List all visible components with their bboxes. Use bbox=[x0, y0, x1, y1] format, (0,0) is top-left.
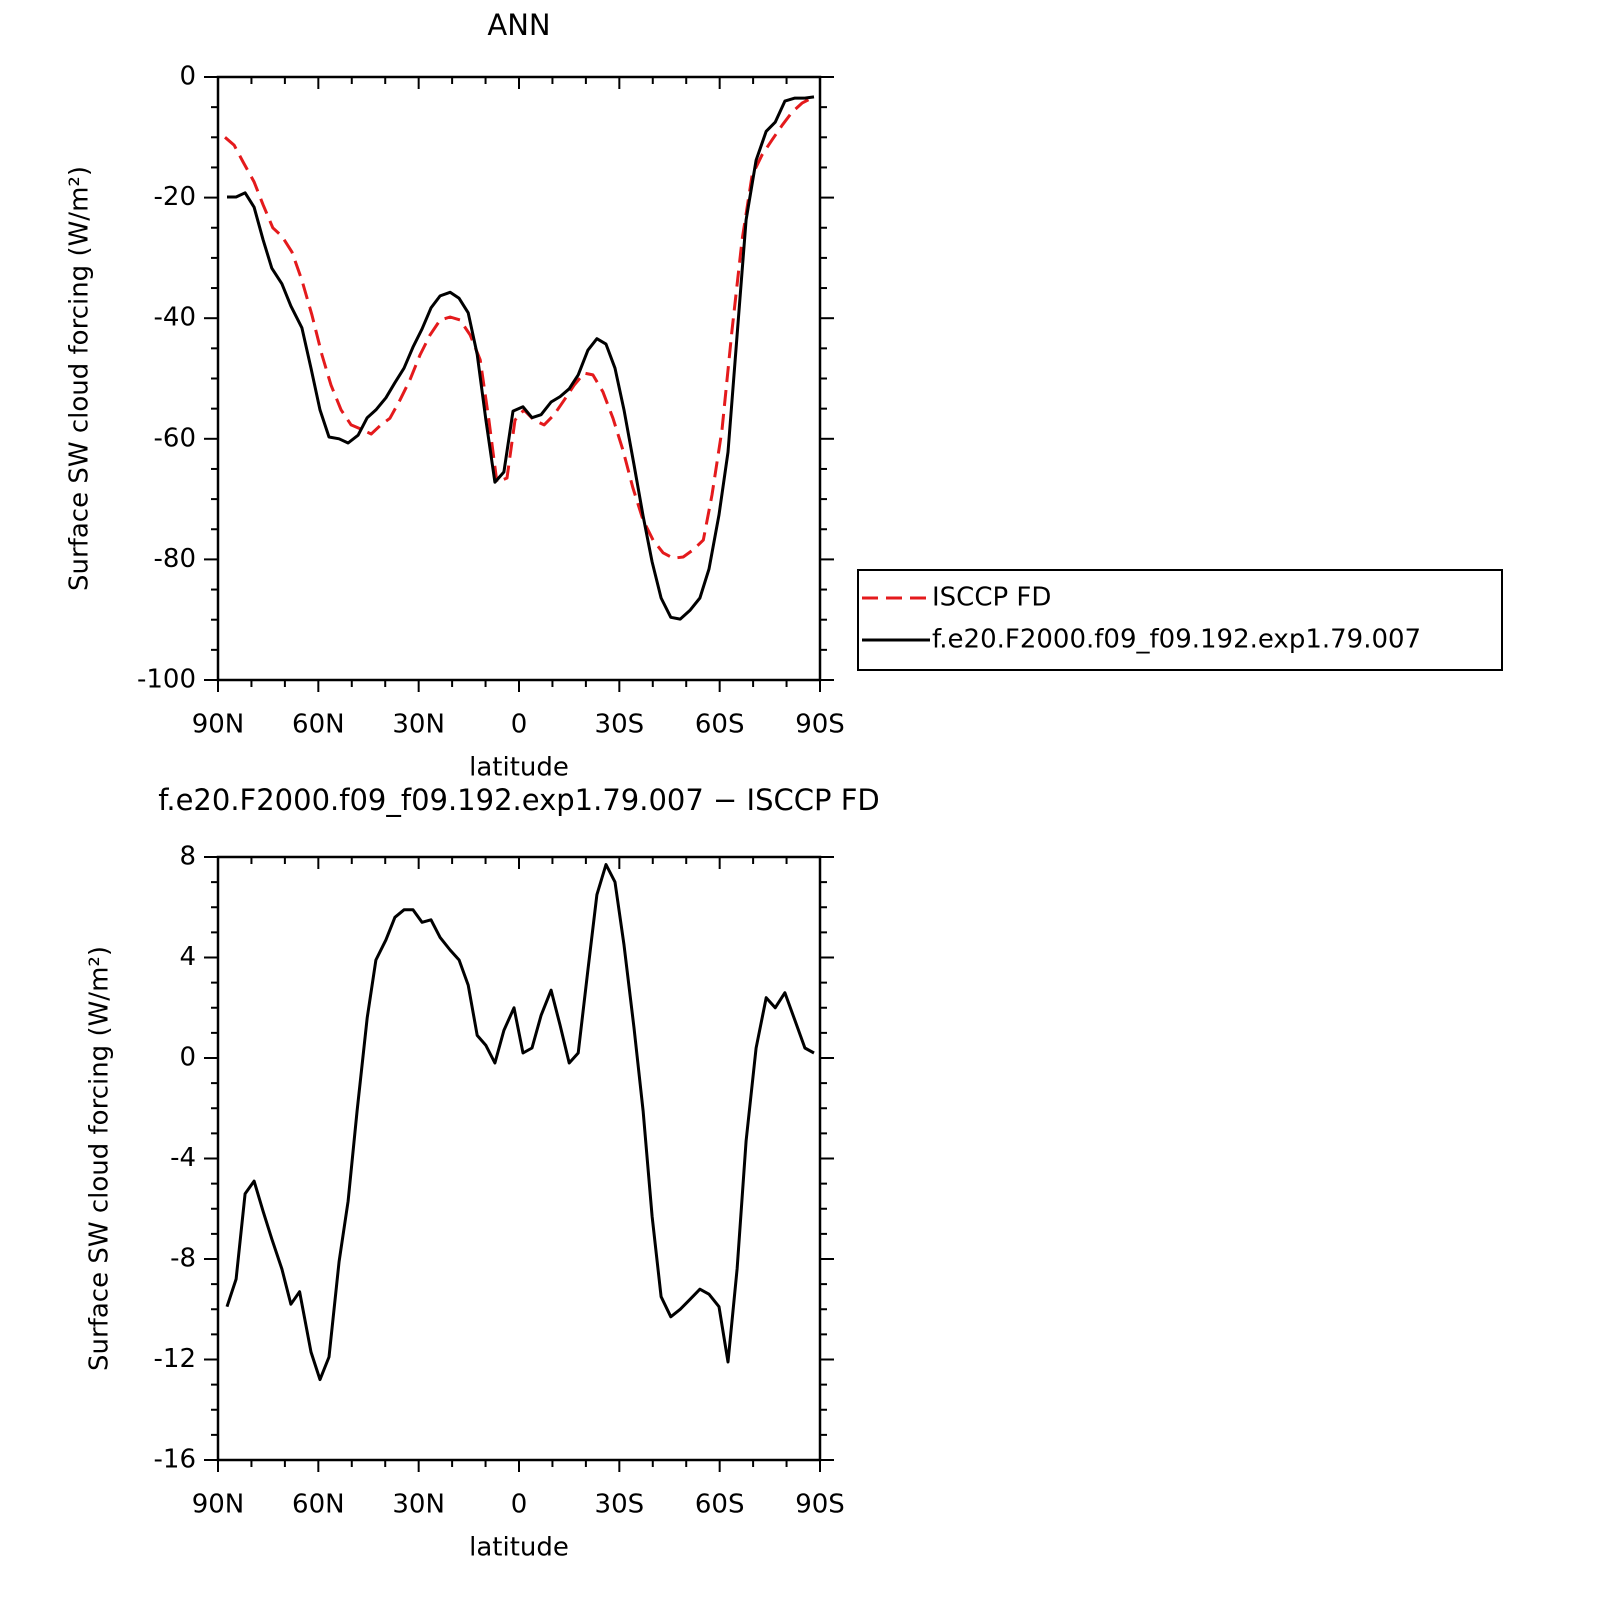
x-axis-label: latitude bbox=[469, 1533, 569, 1563]
x-tick-label: 30S bbox=[595, 1490, 645, 1520]
y-tick-label: -40 bbox=[154, 303, 196, 333]
x-tick-label: 90N bbox=[192, 1490, 245, 1520]
y-tick-label: -80 bbox=[154, 544, 196, 574]
y-tick-label: 8 bbox=[179, 842, 196, 872]
chart-title: ANN bbox=[487, 8, 550, 42]
x-tick-label: 90N bbox=[192, 710, 245, 740]
data-line bbox=[227, 95, 815, 621]
x-tick-label: 60S bbox=[695, 1490, 745, 1520]
data-line bbox=[224, 95, 815, 560]
x-tick-label: 60N bbox=[292, 710, 345, 740]
x-tick-label: 90S bbox=[795, 710, 845, 740]
plot-frame bbox=[216, 75, 822, 682]
legend-label: ISCCP FD bbox=[932, 583, 1051, 613]
x-tick-label: 60N bbox=[292, 1490, 345, 1520]
y-axis-label: Surface SW cloud forcing (W/m²) bbox=[85, 946, 115, 1371]
plot-frame bbox=[216, 855, 822, 1462]
y-tick-label: -20 bbox=[154, 182, 196, 212]
y-tick-label: 0 bbox=[179, 1043, 196, 1073]
data-line bbox=[225, 863, 815, 1382]
x-tick-label: 30N bbox=[392, 710, 445, 740]
y-axis-label: Surface SW cloud forcing (W/m²) bbox=[65, 166, 95, 591]
x-tick-label: 0 bbox=[511, 1490, 528, 1520]
x-axis-label: latitude bbox=[469, 753, 569, 783]
y-tick-label: -4 bbox=[170, 1143, 196, 1173]
y-tick-label: 4 bbox=[179, 942, 196, 972]
y-tick-label: 0 bbox=[179, 62, 196, 92]
x-tick-label: 0 bbox=[511, 710, 528, 740]
x-tick-label: 30N bbox=[392, 1490, 445, 1520]
y-tick-label: -16 bbox=[154, 1445, 196, 1475]
x-tick-label: 60S bbox=[695, 710, 745, 740]
legend-label: f.e20.F2000.f09_f09.192.exp1.79.007 bbox=[932, 625, 1421, 655]
y-tick-label: -60 bbox=[154, 423, 196, 453]
legend-box bbox=[857, 569, 1503, 671]
y-tick-label: -12 bbox=[154, 1344, 196, 1374]
y-tick-label: -100 bbox=[137, 665, 196, 695]
x-tick-label: 30S bbox=[595, 710, 645, 740]
x-tick-label: 90S bbox=[795, 1490, 845, 1520]
y-tick-label: -8 bbox=[170, 1244, 196, 1274]
chart-title: f.e20.F2000.f09_f09.192.exp1.79.007 − IS… bbox=[158, 783, 879, 817]
